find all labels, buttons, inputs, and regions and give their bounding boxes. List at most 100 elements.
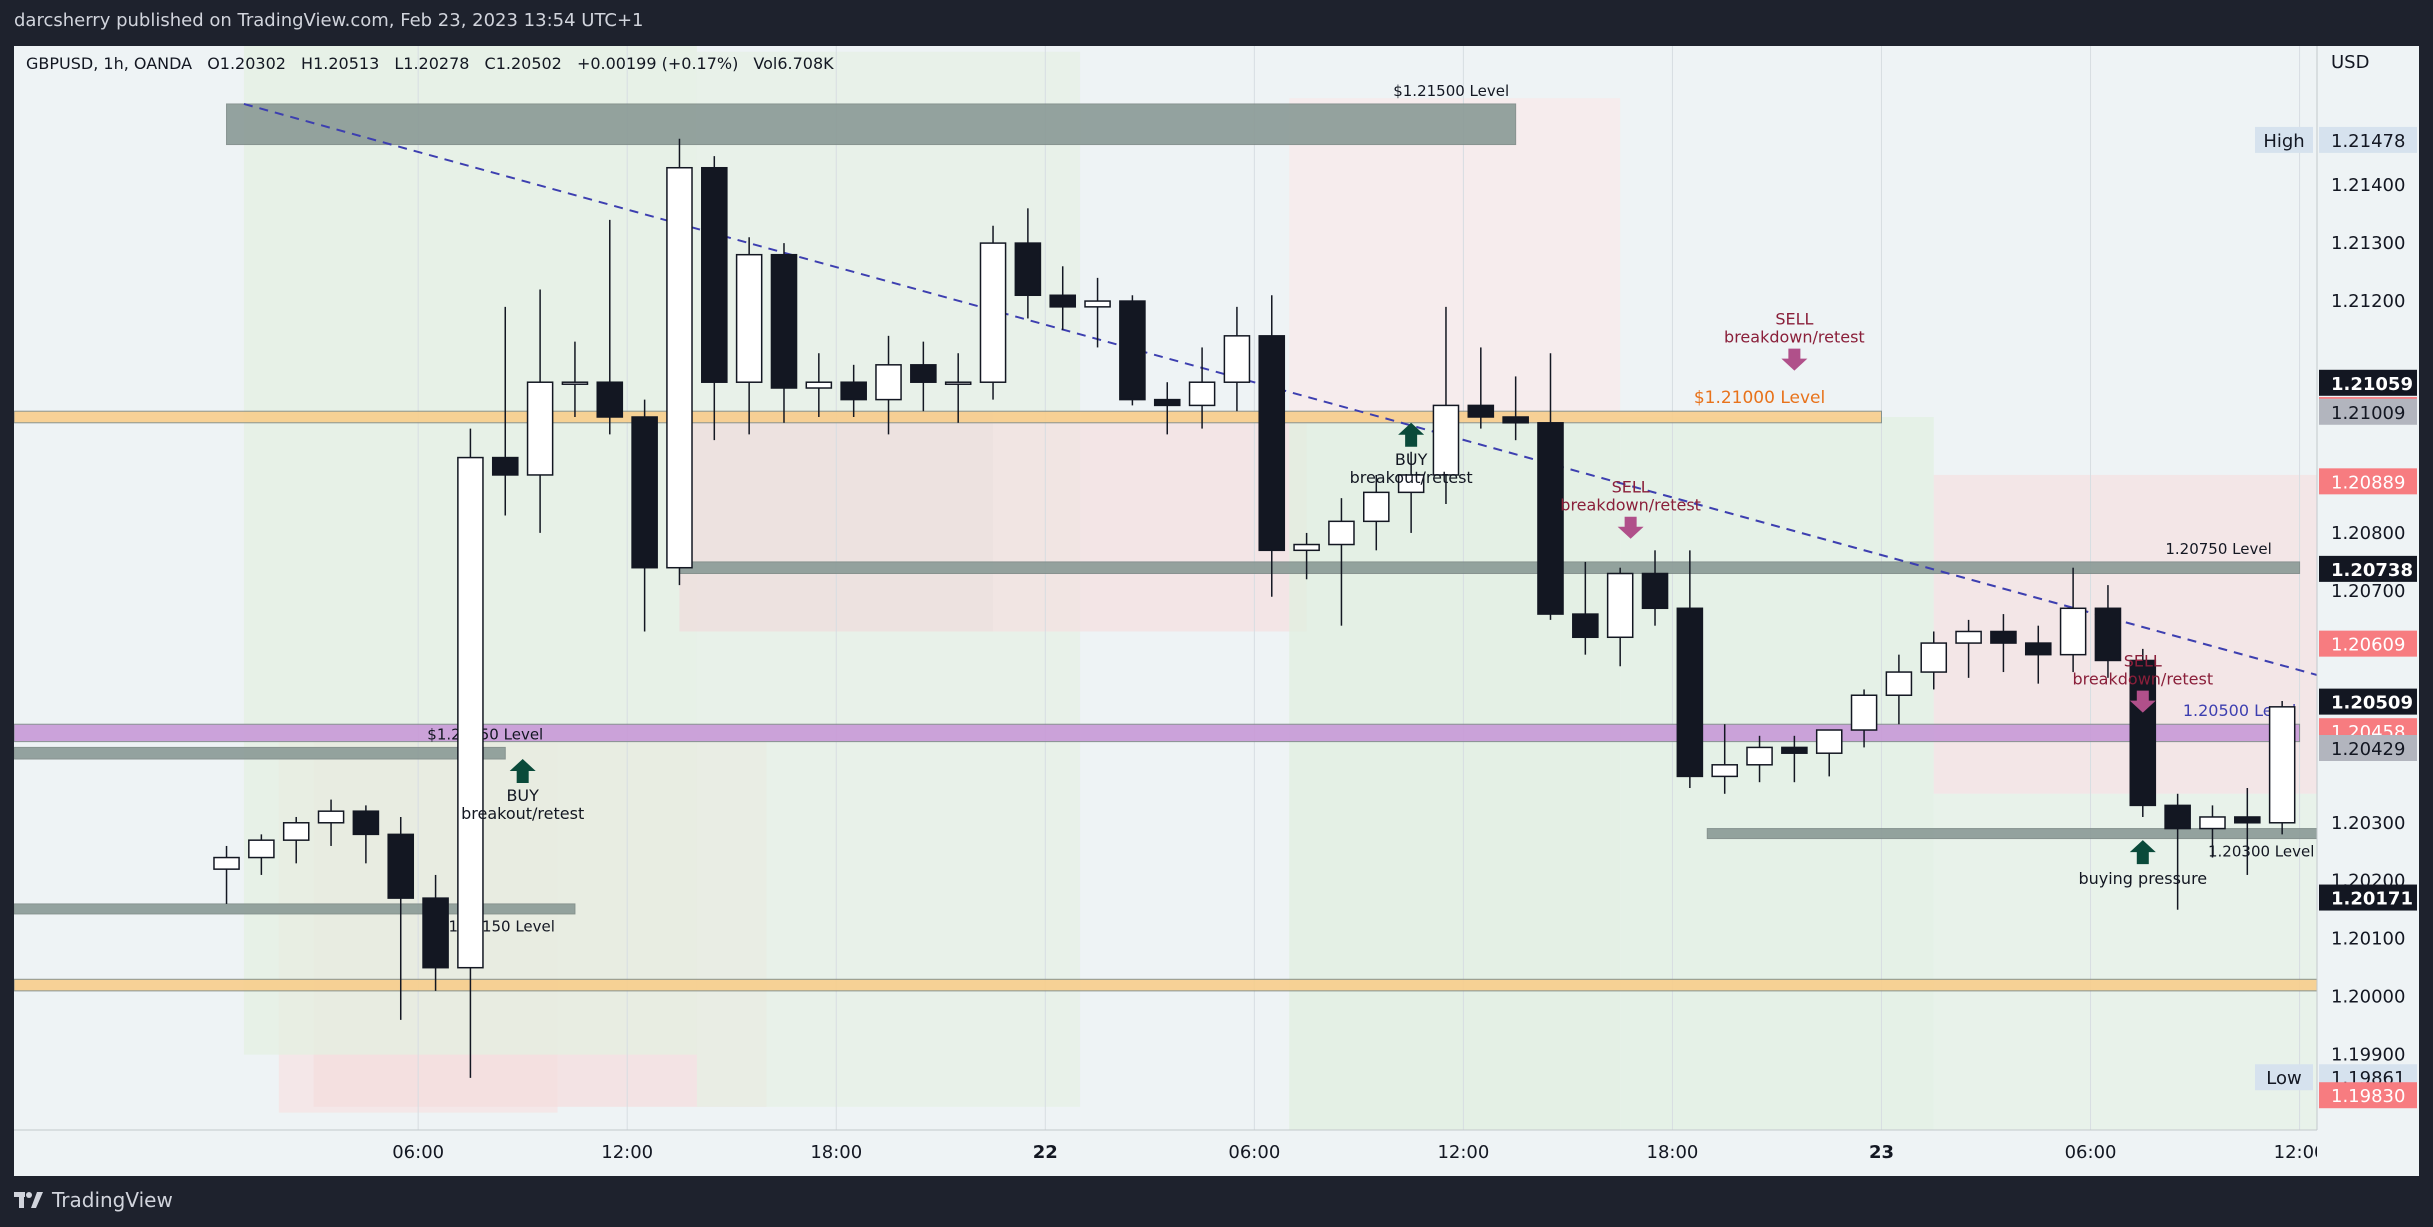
level-label: $1.20450 Level (427, 725, 543, 743)
candle (1746, 735, 1773, 783)
shaded-zone (1289, 98, 1621, 423)
arrow-down-icon (1781, 348, 1808, 371)
candle-body (1328, 520, 1355, 546)
price-tick-label: 1.20000 (2331, 987, 2405, 1008)
candle (248, 834, 275, 875)
time-tick-label: 18:00 (810, 1142, 862, 1163)
candle-body (1815, 729, 1843, 754)
buy-annotation: buying pressure (2078, 840, 2207, 888)
price-badge (2319, 369, 2417, 396)
price-tick-label: 1.20300 (2331, 813, 2405, 834)
price-badge (2319, 734, 2417, 761)
price-tick-label: 1.21400 (2331, 175, 2405, 196)
annotations: SELLbreakdown/retestBUYbreakout/retestSE… (461, 310, 2213, 889)
tradingview-logo[interactable]: TradingView (14, 1188, 173, 1212)
sell-reason: breakdown/retest (2072, 670, 2213, 689)
arrow-up-icon (2129, 840, 2156, 865)
candle-body (944, 381, 972, 385)
candle (1920, 631, 1948, 690)
candle (1049, 266, 1077, 331)
candle-body (2199, 816, 2226, 830)
candle-body (596, 381, 624, 418)
arrow-up-icon (509, 759, 536, 784)
candle-body (1153, 398, 1181, 407)
level-label: 1.20500 Level (2183, 701, 2296, 720)
candle (1641, 550, 1669, 626)
price-badge (2319, 688, 2417, 715)
chart-panel[interactable]: $1.21500 Level $1.21000 Level 1.20750 Leve… (14, 46, 2419, 1176)
symbol-label[interactable]: GBPUSD, 1h, OANDA (26, 54, 193, 73)
buy-label: BUY (1395, 450, 1428, 469)
candle (631, 399, 658, 632)
price-badge-value: 1.20889 (2331, 472, 2405, 493)
sell-reason: breakdown/retest (1724, 328, 1865, 347)
price-badge-value: 1.20738 (2331, 560, 2413, 581)
candle (1084, 277, 1111, 348)
candle-body (1676, 607, 1704, 778)
candle-body (1293, 543, 1320, 552)
price-badge (2319, 398, 2417, 425)
level-zone (14, 723, 2301, 743)
price-badge (2319, 884, 2417, 911)
price-badge-tag (2255, 1064, 2313, 1091)
price-badge-value: 1.20609 (2331, 635, 2405, 656)
sell-label: SELL (1612, 478, 1650, 497)
candle (770, 243, 798, 423)
candle-body (770, 253, 798, 389)
price-badge (2319, 555, 2417, 582)
candle (1119, 295, 1146, 406)
candle (2234, 787, 2261, 875)
candle (840, 364, 867, 417)
candle (1676, 550, 1704, 788)
candle-body (1188, 381, 1216, 407)
candle (875, 335, 902, 435)
candle-body (248, 839, 275, 859)
candle (422, 874, 449, 991)
price-badge (2319, 630, 2417, 657)
candle (457, 428, 484, 1078)
time-tick-label: 06:00 (2065, 1142, 2117, 1163)
price-badge-value: 1.21009 (2331, 403, 2405, 424)
candle (1502, 376, 1529, 441)
price-badge (2319, 1082, 2417, 1109)
candle (944, 353, 972, 423)
candle-body (491, 456, 519, 476)
candle-body (1850, 694, 1878, 731)
sell-label: SELL (1775, 310, 1813, 329)
candle-body (1502, 416, 1529, 424)
level-label: $1.21000 Level (1694, 388, 1825, 408)
axes: 06:00 12:00 18:00 22 06:00 12:00 18:00 23 06:00 1… (14, 46, 2419, 1176)
candle-body (2268, 706, 2296, 824)
brand-label: TradingView (52, 1188, 173, 1212)
price-chart[interactable]: $1.21500 Level $1.21000 Level 1.20750 Leve… (14, 46, 2419, 1176)
candle (1467, 347, 1495, 429)
level-label: $1.20150 Level (439, 918, 555, 936)
candle (1955, 619, 1982, 678)
candle-body (1990, 630, 2017, 644)
low-value: L1.20278 (394, 54, 470, 73)
candle-body (2129, 659, 2157, 807)
candle-body (2094, 607, 2122, 662)
candle (1781, 735, 1808, 783)
candle (1885, 654, 1913, 725)
time-tick-label: 06:00 (392, 1142, 444, 1163)
candle-body (282, 822, 310, 841)
support-resistance-levels: $1.21500 Level $1.21000 Level 1.20750 Leve… (14, 82, 2419, 992)
candle (1153, 382, 1181, 435)
price-badge-label: Low (2266, 1068, 2301, 1089)
price-badge-value: 1.19830 (2331, 1086, 2405, 1107)
candle-body (701, 166, 728, 383)
candles (213, 138, 2296, 1078)
close-value: C1.20502 (484, 54, 562, 73)
candle-body (317, 810, 345, 824)
level-zone (14, 903, 576, 915)
candle-body (1119, 300, 1146, 401)
price-badge-value: 1.21478 (2331, 131, 2405, 152)
level-zone (1706, 828, 2335, 840)
high-value: H1.20513 (301, 54, 380, 73)
candle-body (875, 364, 902, 401)
candle (735, 237, 763, 435)
candle-body (1955, 630, 1982, 644)
